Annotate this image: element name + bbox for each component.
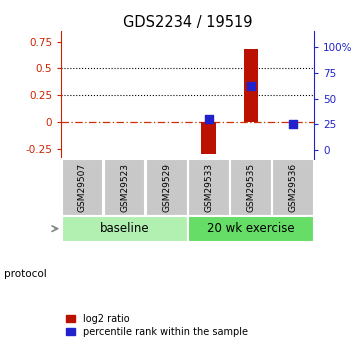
Text: GSM29523: GSM29523: [120, 163, 129, 212]
Bar: [188, 216, 314, 241]
Bar: [272, 159, 314, 216]
Text: GSM29529: GSM29529: [162, 163, 171, 212]
Text: GSM29535: GSM29535: [247, 163, 255, 212]
Text: baseline: baseline: [100, 222, 149, 235]
Title: GDS2234 / 19519: GDS2234 / 19519: [123, 15, 252, 30]
Text: protocol: protocol: [4, 269, 46, 279]
Bar: [146, 159, 187, 216]
Text: GSM29536: GSM29536: [288, 163, 297, 212]
Text: GSM29507: GSM29507: [78, 163, 87, 212]
Point: [290, 122, 296, 127]
Text: 20 wk exercise: 20 wk exercise: [207, 222, 295, 235]
Bar: [188, 159, 230, 216]
Bar: [201, 122, 216, 154]
Bar: [62, 159, 103, 216]
Bar: [244, 49, 258, 122]
Bar: [230, 159, 272, 216]
Text: GSM29533: GSM29533: [204, 163, 213, 212]
Legend: log2 ratio, percentile rank within the sample: log2 ratio, percentile rank within the s…: [66, 314, 248, 337]
Point: [248, 83, 254, 89]
Bar: [104, 159, 145, 216]
Point: [206, 117, 212, 122]
Bar: [62, 216, 187, 241]
